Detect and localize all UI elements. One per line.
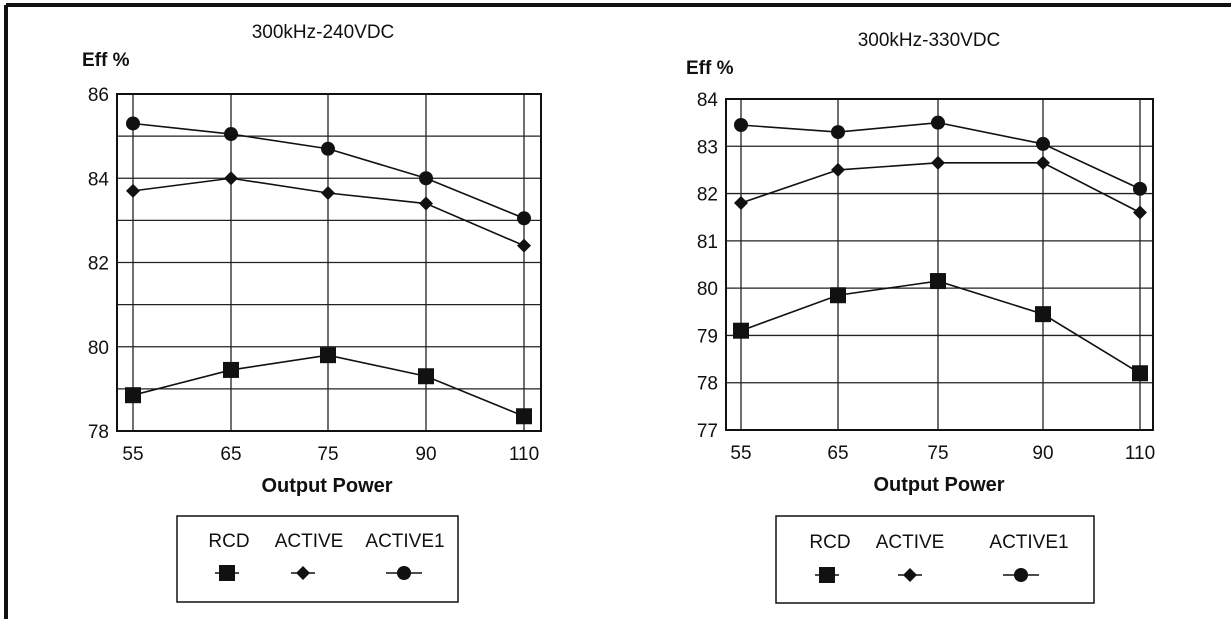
- y-tick-label: 79: [697, 326, 718, 347]
- series-line-active: [740, 162, 1141, 214]
- legend-marker-square: [219, 565, 235, 581]
- y-tick-label: 84: [697, 90, 719, 111]
- legend-marker-diamond: [903, 568, 917, 582]
- series-line-active1: [740, 121, 1141, 190]
- data-point-rcd: [733, 322, 749, 339]
- data-point-active: [224, 171, 238, 186]
- x-tick-label: 110: [509, 444, 539, 465]
- data-point-active: [321, 185, 335, 200]
- data-point-rcd: [1035, 306, 1051, 323]
- data-point-active1: [831, 125, 845, 140]
- tick-labels: 78 80 82 84 86 55 65 75 90 110: [88, 85, 539, 465]
- plot-frame: [116, 93, 542, 432]
- x-tick-label: 110: [1125, 443, 1155, 464]
- data-point-active1: [931, 115, 945, 130]
- x-tick-label: 75: [317, 444, 338, 465]
- x-axis-label: Output Power: [873, 474, 1004, 496]
- data-point-active1: [321, 141, 335, 156]
- series-line-rcd: [740, 280, 1141, 374]
- data-point-active: [734, 196, 748, 211]
- data-point-active: [517, 238, 531, 253]
- y-axis-label: Eff %: [686, 58, 734, 79]
- series-lines: [733, 115, 1148, 382]
- y-tick-label: 80: [88, 338, 109, 359]
- data-point-rcd: [418, 368, 434, 385]
- data-point-active1: [1133, 181, 1147, 196]
- chart-title: 300kHz-330VDC: [858, 30, 1001, 51]
- chart-title: 300kHz-240VDC: [252, 22, 395, 43]
- y-tick-label: 80: [697, 279, 718, 300]
- x-tick-label: 65: [220, 444, 241, 465]
- x-tick-label: 75: [927, 443, 948, 464]
- data-point-rcd: [930, 273, 946, 290]
- series-lines: [125, 116, 532, 425]
- plot-frame: [725, 98, 1154, 431]
- y-axis-label: Eff %: [82, 50, 130, 71]
- legend-box: [775, 515, 1095, 604]
- data-point-active: [931, 155, 945, 170]
- data-point-active1: [517, 211, 531, 226]
- chart-240vdc: 300kHz-240VDC Eff % Output Power 78 80 82 8…: [82, 22, 542, 603]
- legend-box: [176, 515, 459, 603]
- x-tick-label: 90: [415, 444, 436, 465]
- data-point-rcd: [830, 287, 846, 304]
- x-axis-label: Output Power: [261, 475, 392, 497]
- data-point-active: [1036, 155, 1050, 170]
- legend-label: RCD: [208, 531, 249, 552]
- legend-label: ACTIVE: [876, 532, 945, 553]
- x-tick-label: 65: [827, 443, 848, 464]
- legend-label: ACTIVE: [275, 531, 344, 552]
- data-point-active1: [1036, 136, 1050, 151]
- legend-marker-diamond: [296, 566, 310, 580]
- data-point-active1: [126, 116, 140, 131]
- data-point-active1: [224, 127, 238, 142]
- legend-marker-square: [819, 567, 835, 583]
- legend-marker-circle: [397, 566, 411, 580]
- y-tick-label: 78: [88, 422, 109, 443]
- legend-label: RCD: [809, 532, 850, 553]
- y-tick-label: 82: [88, 254, 109, 275]
- x-tick-label: 90: [1032, 443, 1053, 464]
- y-tick-label: 78: [697, 374, 718, 395]
- data-point-rcd: [223, 361, 239, 378]
- y-tick-label: 84: [88, 169, 110, 190]
- data-point-rcd: [320, 347, 336, 364]
- grid: [726, 99, 1153, 430]
- legend: RCD ACTIVE ACTIVE1: [809, 532, 1069, 583]
- x-tick-label: 55: [730, 443, 751, 464]
- data-point-rcd: [1132, 365, 1148, 382]
- data-point-active: [1133, 205, 1147, 220]
- legend-marker-circle: [1014, 568, 1028, 582]
- y-tick-label: 82: [697, 185, 718, 206]
- y-tick-label: 86: [88, 85, 109, 106]
- data-point-rcd: [125, 387, 141, 404]
- x-tick-label: 55: [122, 444, 143, 465]
- legend: RCD ACTIVE ACTIVE1: [208, 531, 445, 581]
- y-tick-label: 77: [697, 421, 718, 442]
- y-tick-label: 83: [697, 137, 718, 158]
- chart-330vdc: 300kHz-330VDC Eff % Output Power 77 78 79 8…: [686, 30, 1155, 604]
- legend-label: ACTIVE1: [365, 531, 444, 552]
- data-point-active1: [734, 118, 748, 133]
- data-point-active: [126, 183, 140, 198]
- data-point-rcd: [516, 408, 532, 425]
- data-point-active1: [419, 171, 433, 186]
- data-point-active: [831, 162, 845, 177]
- legend-label: ACTIVE1: [989, 532, 1068, 553]
- tick-labels: 77 78 79 80 81 82 83 84 55 65 75 90 110: [697, 90, 1155, 464]
- data-point-active: [419, 196, 433, 211]
- y-tick-label: 81: [697, 232, 718, 253]
